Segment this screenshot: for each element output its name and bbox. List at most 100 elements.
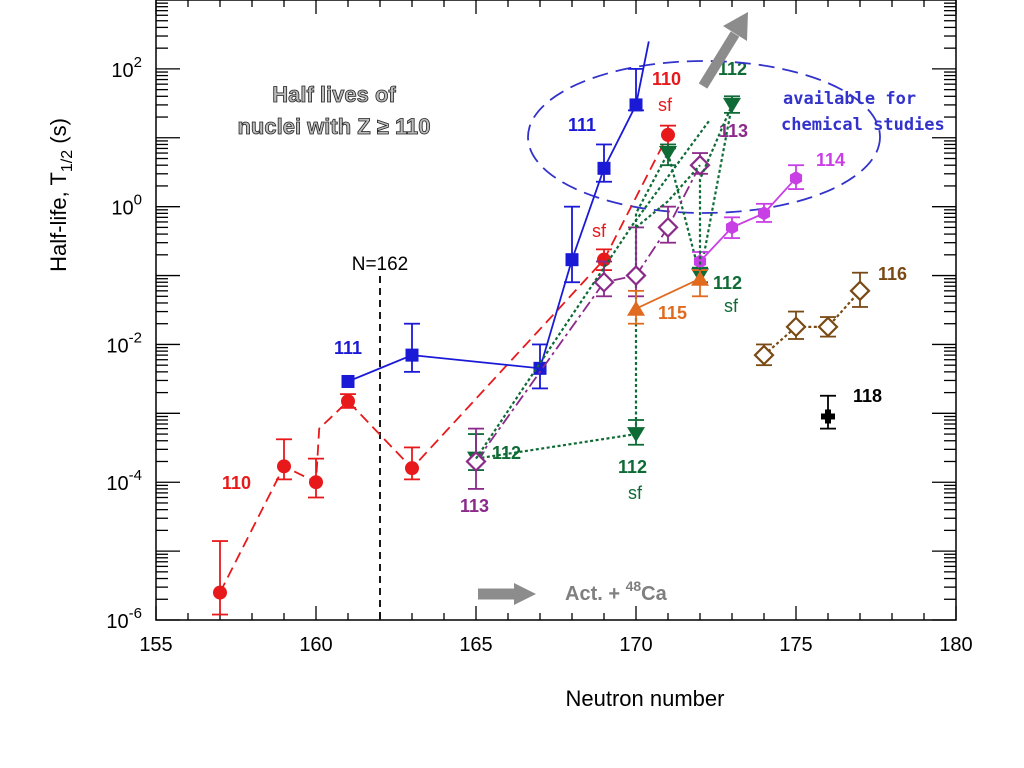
x-tick-label: 165 [459, 634, 492, 656]
series-line-115 [635, 277, 701, 310]
y-tick-label: 100 [111, 192, 142, 220]
act-ca-mass: 48 [626, 578, 642, 594]
label-sf-112-bottom: sf [628, 483, 643, 503]
series-line-110 [219, 134, 669, 593]
data-point-112 [627, 427, 645, 443]
data-point-114 [757, 206, 771, 221]
x-tick-label: 160 [299, 634, 332, 656]
label-z111-top: 111 [568, 115, 596, 135]
act-ca-element: Ca [641, 583, 667, 605]
x-tick-label: 170 [619, 634, 652, 656]
data-point-110 [405, 461, 419, 476]
arrow-up-shaft [698, 31, 740, 89]
data-point-110 [213, 585, 227, 600]
x-tick-label: 155 [139, 634, 172, 656]
y-tick-base: 10 [106, 611, 128, 633]
label-sf-110-top: sf [658, 95, 673, 115]
label-z112-left: 112 [492, 443, 521, 463]
data-point-110 [277, 459, 291, 474]
y-tick-exp: -6 [129, 605, 142, 622]
data-point-113 [657, 216, 679, 238]
y-axis-title-sub: 1/2 [59, 150, 76, 172]
data-point-111 [405, 348, 419, 362]
label-z113-left: 113 [460, 496, 489, 516]
label-sf-112-right: sf [724, 296, 739, 316]
label-z112-bottom: 112 [618, 457, 647, 477]
act-ca-prefix: Act. + [565, 583, 626, 605]
data-point-115 [691, 270, 709, 286]
label-z112-right: 112 [713, 273, 742, 293]
data-point-116 [849, 280, 871, 302]
y-tick-base: 10 [111, 198, 133, 220]
series-110 [212, 124, 676, 616]
data-point-113 [625, 264, 647, 287]
label-z112-top: 112 [718, 59, 747, 79]
data-point-116 [817, 316, 839, 338]
chemical-studies-note-line1: available for [783, 89, 916, 109]
data-point-118-v [825, 409, 831, 424]
data-point-111 [597, 161, 611, 175]
y-axis-title-main: Half-life, T [46, 172, 71, 272]
data-point-111 [629, 98, 643, 112]
data-point-116 [785, 316, 807, 338]
series-line-113 [475, 164, 701, 463]
y-tick-label: 10-2 [106, 329, 142, 357]
series-118 [820, 394, 836, 430]
axis-title-layer: Neutron number Half-life, T1/2 (s) [46, 118, 724, 711]
data-point-111 [565, 253, 579, 267]
x-tick-label: 175 [779, 634, 812, 656]
y-axis-title-unit: (s) [46, 118, 71, 150]
series-layer [212, 41, 871, 616]
arrow-up-head [723, 12, 748, 41]
y-tick-base: 10 [106, 335, 128, 357]
y-tick-base: 10 [111, 60, 133, 82]
data-point-113 [593, 271, 615, 293]
data-point-116 [753, 344, 775, 366]
data-point-113 [465, 450, 487, 473]
series-connector-8 [475, 119, 711, 460]
data-point-110 [309, 475, 323, 490]
data-point-111 [533, 361, 547, 375]
x-tick-label: 180 [939, 634, 972, 656]
x-axis-title: Neutron number [566, 686, 725, 711]
y-axis-title: Half-life, T1/2 (s) [46, 118, 76, 272]
chart-title-line2: nuclei with Z ≥ 110 [237, 114, 430, 139]
y-tick-label: 10-6 [106, 605, 142, 633]
data-point-112 [659, 146, 677, 162]
series-line-116 [763, 290, 861, 356]
series-111 [341, 41, 650, 390]
y-tick-exp: -4 [129, 467, 142, 484]
series-115 [627, 269, 709, 325]
plot-frame [155, 0, 957, 621]
label-z113-top: 113 [719, 121, 748, 141]
data-point-110 [661, 127, 675, 142]
y-tick-exp: -2 [129, 329, 142, 346]
label-z110-top: 110 [652, 69, 681, 89]
arrow-right-head [514, 583, 536, 605]
data-point-114 [725, 220, 739, 235]
y-tick-exp: 0 [134, 192, 142, 209]
chart-title-line1: Half lives of [272, 82, 396, 107]
act-ca-label: Act. + 48Ca [565, 578, 668, 605]
data-point-110 [597, 252, 611, 267]
series-line-114 [699, 177, 797, 263]
y-tick-base: 10 [106, 473, 128, 495]
data-point-110 [341, 394, 355, 409]
series-line-112 [475, 104, 734, 460]
series-connector-10 [635, 164, 701, 229]
label-z114: 114 [816, 150, 845, 170]
series-114 [692, 164, 804, 272]
series-116 [753, 271, 871, 367]
series-connector-9 [698, 104, 734, 271]
series-line-connector-9 [698, 104, 734, 271]
label-z116: 116 [878, 264, 907, 284]
label-sf-110-mid: sf [592, 221, 607, 241]
decor-layer [379, 12, 881, 620]
chemical-studies-note-line2: chemical studies [781, 115, 945, 135]
series-line-connector-8 [475, 119, 711, 460]
label-z118: 118 [853, 386, 882, 406]
chemical-studies-ellipse [527, 60, 881, 214]
label-z115: 115 [658, 303, 687, 323]
